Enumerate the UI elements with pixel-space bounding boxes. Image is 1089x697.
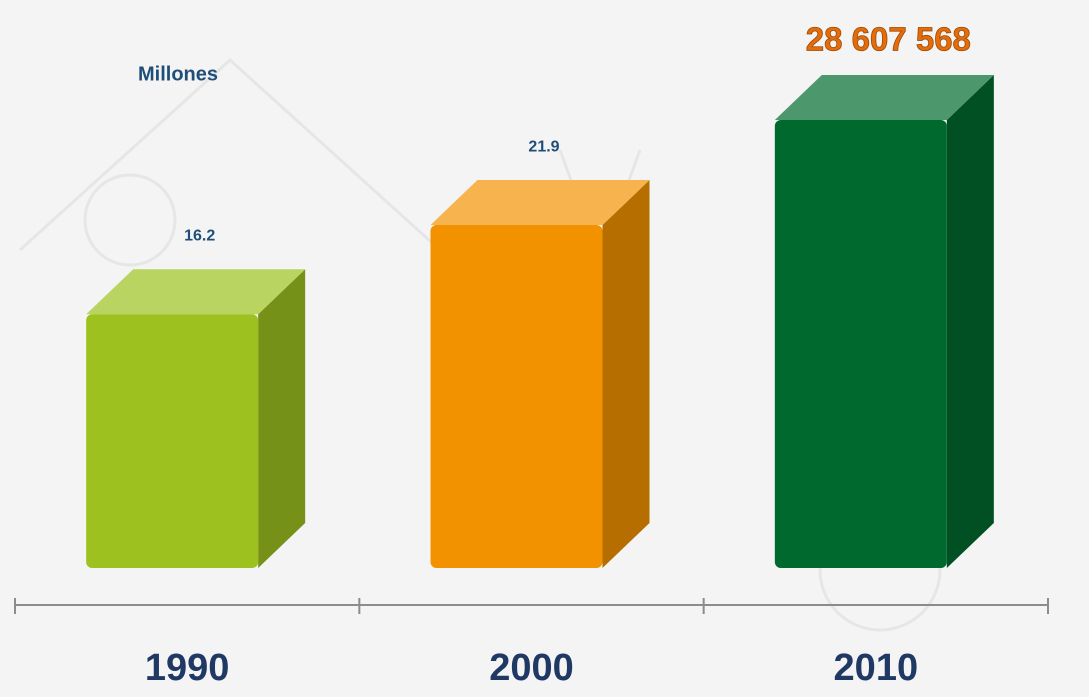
bar-side xyxy=(258,269,305,568)
value-label: 16.2 xyxy=(184,228,215,245)
value-label: 28 607 568 xyxy=(806,21,971,58)
bar xyxy=(86,314,258,568)
y-axis-label: Millones xyxy=(138,63,218,85)
x-tick-label: 2010 xyxy=(834,647,919,689)
value-label: 21.9 xyxy=(528,138,559,155)
x-tick-label: 1990 xyxy=(145,647,230,689)
bar-side xyxy=(947,75,994,568)
bar xyxy=(431,225,603,568)
chart: Millones 16.2 1990 21.9 2000 28 607 568 2010 xyxy=(0,0,1089,697)
x-tick-label: 2000 xyxy=(489,647,574,689)
bar xyxy=(775,120,947,568)
bar-side xyxy=(603,180,650,568)
